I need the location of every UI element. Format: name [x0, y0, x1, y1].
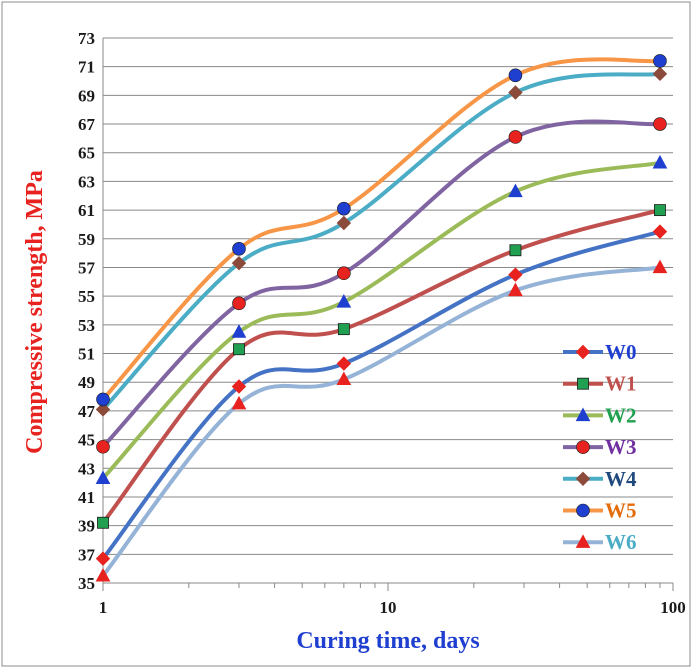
x-axis-label: Curing time, days: [296, 628, 479, 654]
legend-marker: [575, 534, 591, 548]
legend-marker: [575, 407, 591, 422]
data-point-w1: [97, 516, 109, 529]
data-point-w6: [231, 395, 247, 410]
data-point-w5: [337, 201, 351, 216]
legend: W0 W1 W2 W3 W4 W5 W6: [563, 340, 637, 554]
legend-label: W3: [605, 435, 637, 459]
axes: [102, 38, 674, 591]
y-tick-label: 65: [78, 144, 95, 163]
y-tick-label: 53: [78, 316, 95, 335]
y-tick-label: 55: [78, 287, 95, 306]
data-point-w2: [231, 324, 247, 338]
y-axis-label: Compressive strength, MPa: [22, 170, 48, 454]
y-tick-label: 69: [78, 86, 95, 105]
data-point-w6: [336, 371, 352, 386]
legend-marker: [576, 503, 590, 518]
legend-label: W1: [605, 372, 637, 396]
legend-label: W5: [605, 499, 637, 523]
data-point-w6: [508, 282, 523, 297]
legend-marker: [577, 377, 589, 390]
x-tick-label: 100: [660, 598, 686, 617]
data-point-w3: [96, 439, 110, 454]
y-tick-label: 73: [78, 29, 95, 48]
data-point-w3: [232, 296, 246, 311]
y-tick-label: 41: [78, 488, 95, 507]
y-tick-label: 49: [78, 373, 95, 392]
y-tick-label: 59: [78, 230, 95, 249]
data-point-w4: [508, 85, 523, 100]
data-point-w1: [233, 343, 245, 356]
legend-label: W4: [605, 467, 637, 491]
y-tick-label: 43: [78, 459, 95, 478]
y-tick-label: 39: [78, 517, 95, 536]
data-point-w1: [509, 244, 522, 257]
y-tick-label: 47: [78, 402, 96, 421]
data-point-w4: [652, 66, 668, 82]
legend-marker: [575, 471, 591, 487]
y-tick-label: 35: [78, 574, 95, 593]
data-point-w3: [337, 266, 351, 281]
data-point-w1: [337, 323, 350, 336]
data-point-w3: [653, 117, 667, 131]
legend-item-w5: W5: [563, 499, 637, 523]
y-tick-label: 57: [78, 258, 96, 277]
legend-item-w4: W4: [563, 467, 637, 491]
data-point-w2: [336, 294, 352, 308]
data-point-w6: [652, 259, 668, 274]
y-tick-label: 63: [78, 172, 95, 191]
y-tick-label: 45: [78, 431, 95, 450]
data-point-w0: [95, 551, 111, 566]
data-point-w4: [95, 402, 111, 417]
data-point-w2: [508, 183, 523, 198]
data-point-w0: [652, 224, 668, 239]
data-point-w0: [508, 267, 523, 282]
legend-marker: [576, 440, 590, 454]
data-point-w4: [336, 215, 352, 231]
y-tick-label: 61: [78, 201, 95, 220]
legend-item-w1: W1: [563, 372, 637, 396]
legend-item-w3: W3: [563, 435, 637, 459]
x-tick-label: 10: [380, 598, 397, 617]
y-tick-label: 67: [78, 115, 96, 134]
y-tick-label: 51: [78, 345, 95, 364]
data-point-w5: [96, 392, 110, 407]
data-point-w5: [232, 242, 246, 256]
legend-label: W2: [605, 403, 637, 427]
tick-labels: 35 37 39 41 43 45 47 49 51 53 55 57 59 61 63 65 67 69 71 73…: [78, 29, 686, 617]
data-point-w2: [652, 154, 668, 169]
data-markers: [95, 54, 668, 582]
y-tick-label: 71: [78, 58, 95, 77]
data-point-w3: [508, 130, 523, 144]
y-tick-label: 37: [78, 545, 96, 564]
x-tick-label: 1: [99, 598, 108, 617]
legend-label: W0: [605, 340, 637, 364]
legend-item-w2: W2: [563, 403, 637, 427]
legend-label: W6: [605, 530, 637, 554]
data-point-w0: [231, 379, 247, 394]
data-point-w1: [654, 204, 666, 217]
data-point-w4: [231, 255, 247, 271]
data-point-w5: [508, 68, 523, 83]
data-point-w6: [95, 567, 111, 582]
legend-item-w0: W0: [563, 340, 637, 364]
data-point-w5: [653, 54, 667, 68]
data-point-w2: [95, 470, 111, 485]
legend-item-w6: W6: [563, 530, 637, 554]
data-point-w0: [336, 356, 352, 371]
legend-marker: [575, 344, 591, 360]
